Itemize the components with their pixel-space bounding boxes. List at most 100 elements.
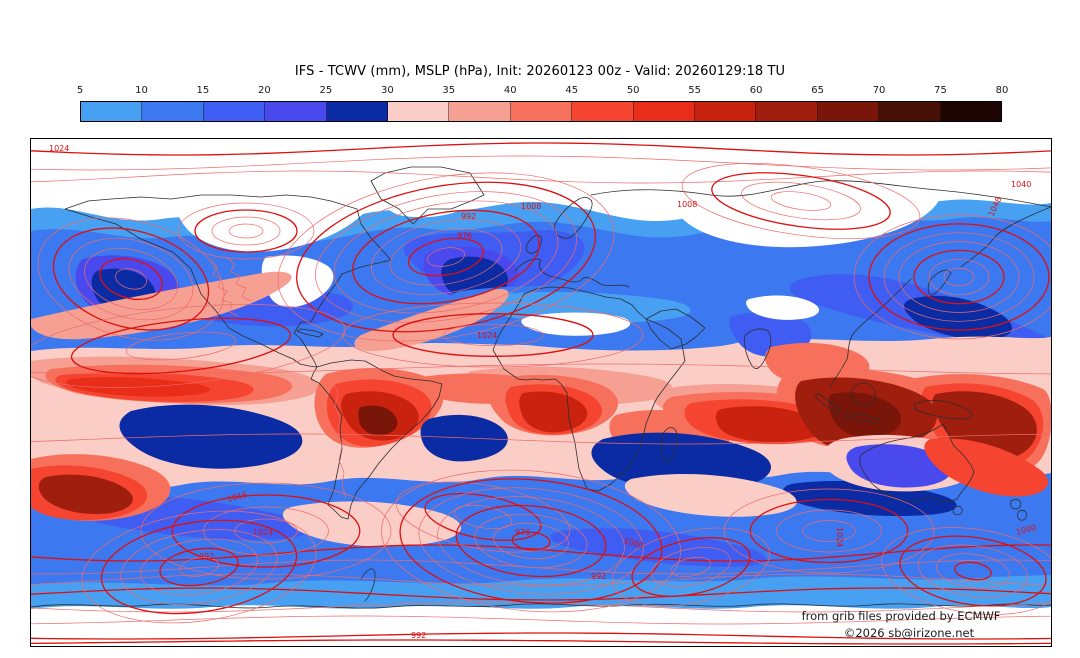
southern-low-2	[381, 469, 681, 613]
pressure-label: 992	[461, 212, 476, 221]
colorbar-segment	[265, 102, 327, 121]
isobar-ring	[352, 209, 540, 305]
isobar-ring	[194, 209, 298, 253]
isobar-ring	[426, 247, 466, 267]
pressure-label: 992	[591, 572, 606, 581]
colorbar-tick: 55	[688, 85, 702, 96]
isobar-wave	[31, 155, 1051, 171]
azores-high	[342, 302, 644, 368]
isobar-ring	[741, 181, 861, 221]
siberian-high	[681, 163, 921, 239]
isobar-ring	[936, 553, 1010, 589]
nw-pacific-low	[853, 214, 1051, 340]
colorbar-segment	[142, 102, 204, 121]
isobar-ring	[140, 538, 258, 596]
isobar-ring	[881, 527, 1051, 615]
isobar-ring	[681, 163, 921, 239]
isobar-ring	[442, 323, 544, 347]
southern-low-1	[81, 510, 317, 624]
isobar-ring	[802, 520, 856, 542]
colorbar-segment	[940, 102, 1002, 121]
canada-high	[177, 202, 315, 260]
mslp-contours	[31, 142, 1051, 645]
tcwv-shading	[31, 139, 1051, 646]
isobar-ring	[493, 522, 569, 560]
colorbar-segment	[879, 102, 941, 121]
isobar-ring	[381, 469, 681, 613]
isobar-wave	[31, 639, 1051, 645]
isobar-wave	[31, 632, 1051, 640]
colorbar-tick: 10	[135, 85, 148, 96]
isobar-ring	[407, 237, 485, 277]
map-canvas: 1024 1008 992 976 1008 1024 1040 1048 10…	[31, 139, 1051, 646]
colorbar-tick: 15	[196, 85, 210, 96]
isobar-ring	[125, 331, 237, 361]
weather-map: 1024 1008 992 976 1008 1024 1040 1048 10…	[30, 138, 1052, 647]
isobar-ring	[370, 219, 522, 295]
isobar-ring	[868, 223, 1050, 331]
isobar-wave	[31, 433, 1051, 445]
colorbar	[80, 101, 1002, 122]
pressure-label: 976	[457, 231, 472, 240]
isobar-ring	[928, 258, 990, 296]
isobar-ring	[612, 527, 770, 607]
colorbar-tick: 45	[565, 85, 579, 96]
north-pacific-high	[31, 304, 346, 388]
isobar-ring	[453, 504, 513, 530]
isobar-ring	[203, 506, 329, 556]
isobar-ring	[159, 547, 239, 587]
colorbar-tick: 80	[995, 85, 1009, 96]
isobar-ring	[211, 216, 281, 246]
colorbar-tick: 5	[76, 85, 84, 96]
isobar-ring	[455, 504, 607, 578]
pressure-label: 992	[411, 631, 426, 640]
isobar-ring	[315, 191, 577, 323]
colorbar-tick: 65	[811, 85, 824, 96]
isobar-ring	[392, 313, 594, 357]
isobar-ring	[342, 302, 644, 368]
isobar-ring	[853, 214, 1051, 340]
isobar-ring	[424, 493, 542, 541]
isobar-ring	[52, 227, 210, 331]
colorbar-segment	[510, 102, 573, 121]
pressure-label: 1024	[49, 144, 69, 153]
isobar-ring	[776, 509, 882, 553]
attribution-source: from grib files provided by ECMWF	[802, 609, 1001, 623]
isobar-ring	[99, 257, 163, 301]
southern-low-3	[612, 527, 770, 607]
isobar-ring	[749, 498, 909, 564]
isobar-ring	[140, 482, 392, 580]
isobar-ring	[474, 513, 588, 569]
isobar-ring	[100, 519, 298, 615]
isobar-ring	[171, 494, 361, 568]
isobar-ring	[179, 557, 219, 577]
pressure-label: 1024	[253, 528, 273, 537]
pressure-label: 1040	[1011, 180, 1031, 189]
colorbar-segment	[817, 102, 880, 121]
isobar-wave	[31, 615, 1051, 625]
colorbar-tick: 40	[503, 85, 517, 96]
isobar-wave	[31, 142, 1051, 156]
colorbar-segment	[326, 102, 389, 121]
isobar-ring	[418, 487, 644, 595]
isobar-ring	[899, 535, 1047, 607]
gulf-of-alaska-low	[37, 217, 225, 341]
isobar-ring	[670, 556, 712, 578]
colorbar-tick: 30	[380, 85, 394, 96]
pressure-label: 976	[515, 528, 530, 537]
isobar-ring	[70, 317, 292, 375]
isobar-ring	[711, 172, 891, 230]
isobar-ring	[333, 200, 559, 314]
isobar-ring	[511, 531, 551, 551]
isobar-ring	[723, 488, 935, 574]
isobar-ring	[631, 537, 751, 597]
colorbar-tick: 25	[319, 85, 333, 96]
isobar-ring	[115, 268, 147, 290]
west-australia-high	[723, 488, 935, 574]
isobar-ring	[913, 249, 1005, 305]
isobar-ring	[31, 304, 346, 388]
isobar-ring	[943, 267, 975, 287]
colorbar-segment	[756, 102, 818, 121]
isobar-wave	[31, 170, 1051, 184]
isobar-ring	[228, 223, 264, 239]
